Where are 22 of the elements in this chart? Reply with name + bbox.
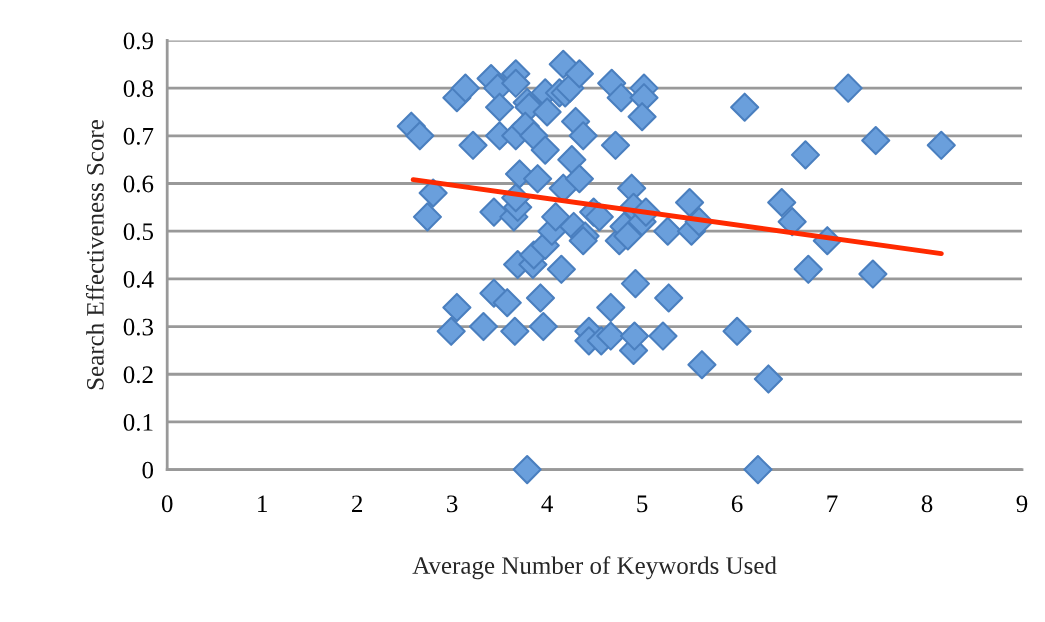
y-tick-label: 0.4 bbox=[123, 270, 154, 288]
x-tick-label: 3 bbox=[447, 495, 458, 513]
y-tick-label: 0.8 bbox=[123, 80, 154, 98]
y-tick-label: 0.2 bbox=[123, 366, 153, 384]
x-tick-label: 9 bbox=[1016, 495, 1028, 513]
x-tick-label: 8 bbox=[921, 495, 933, 513]
y-tick-label: 0.9 bbox=[123, 32, 153, 50]
y-tick-label: 0.1 bbox=[123, 413, 153, 431]
y-tick-label: 0.5 bbox=[123, 223, 154, 241]
x-tick-label: 6 bbox=[731, 495, 743, 513]
y-tick-label: 0 bbox=[142, 461, 154, 479]
y-tick-label: 0.7 bbox=[123, 127, 154, 145]
x-tick-label: 5 bbox=[637, 495, 648, 513]
x-tick-label: 7 bbox=[827, 495, 838, 512]
x-tick-label: 1 bbox=[258, 495, 267, 512]
y-tick-label: 0.3 bbox=[123, 318, 154, 336]
x-tick-label: 0 bbox=[161, 495, 173, 513]
y-axis-title: Search Effectiveness Score bbox=[85, 120, 104, 390]
x-axis-title: Average Number of Keywords Used bbox=[412, 556, 777, 580]
y-tick-label: 0.6 bbox=[123, 175, 154, 193]
x-tick-label: 4 bbox=[541, 495, 553, 512]
x-tick-label: 2 bbox=[352, 495, 363, 512]
